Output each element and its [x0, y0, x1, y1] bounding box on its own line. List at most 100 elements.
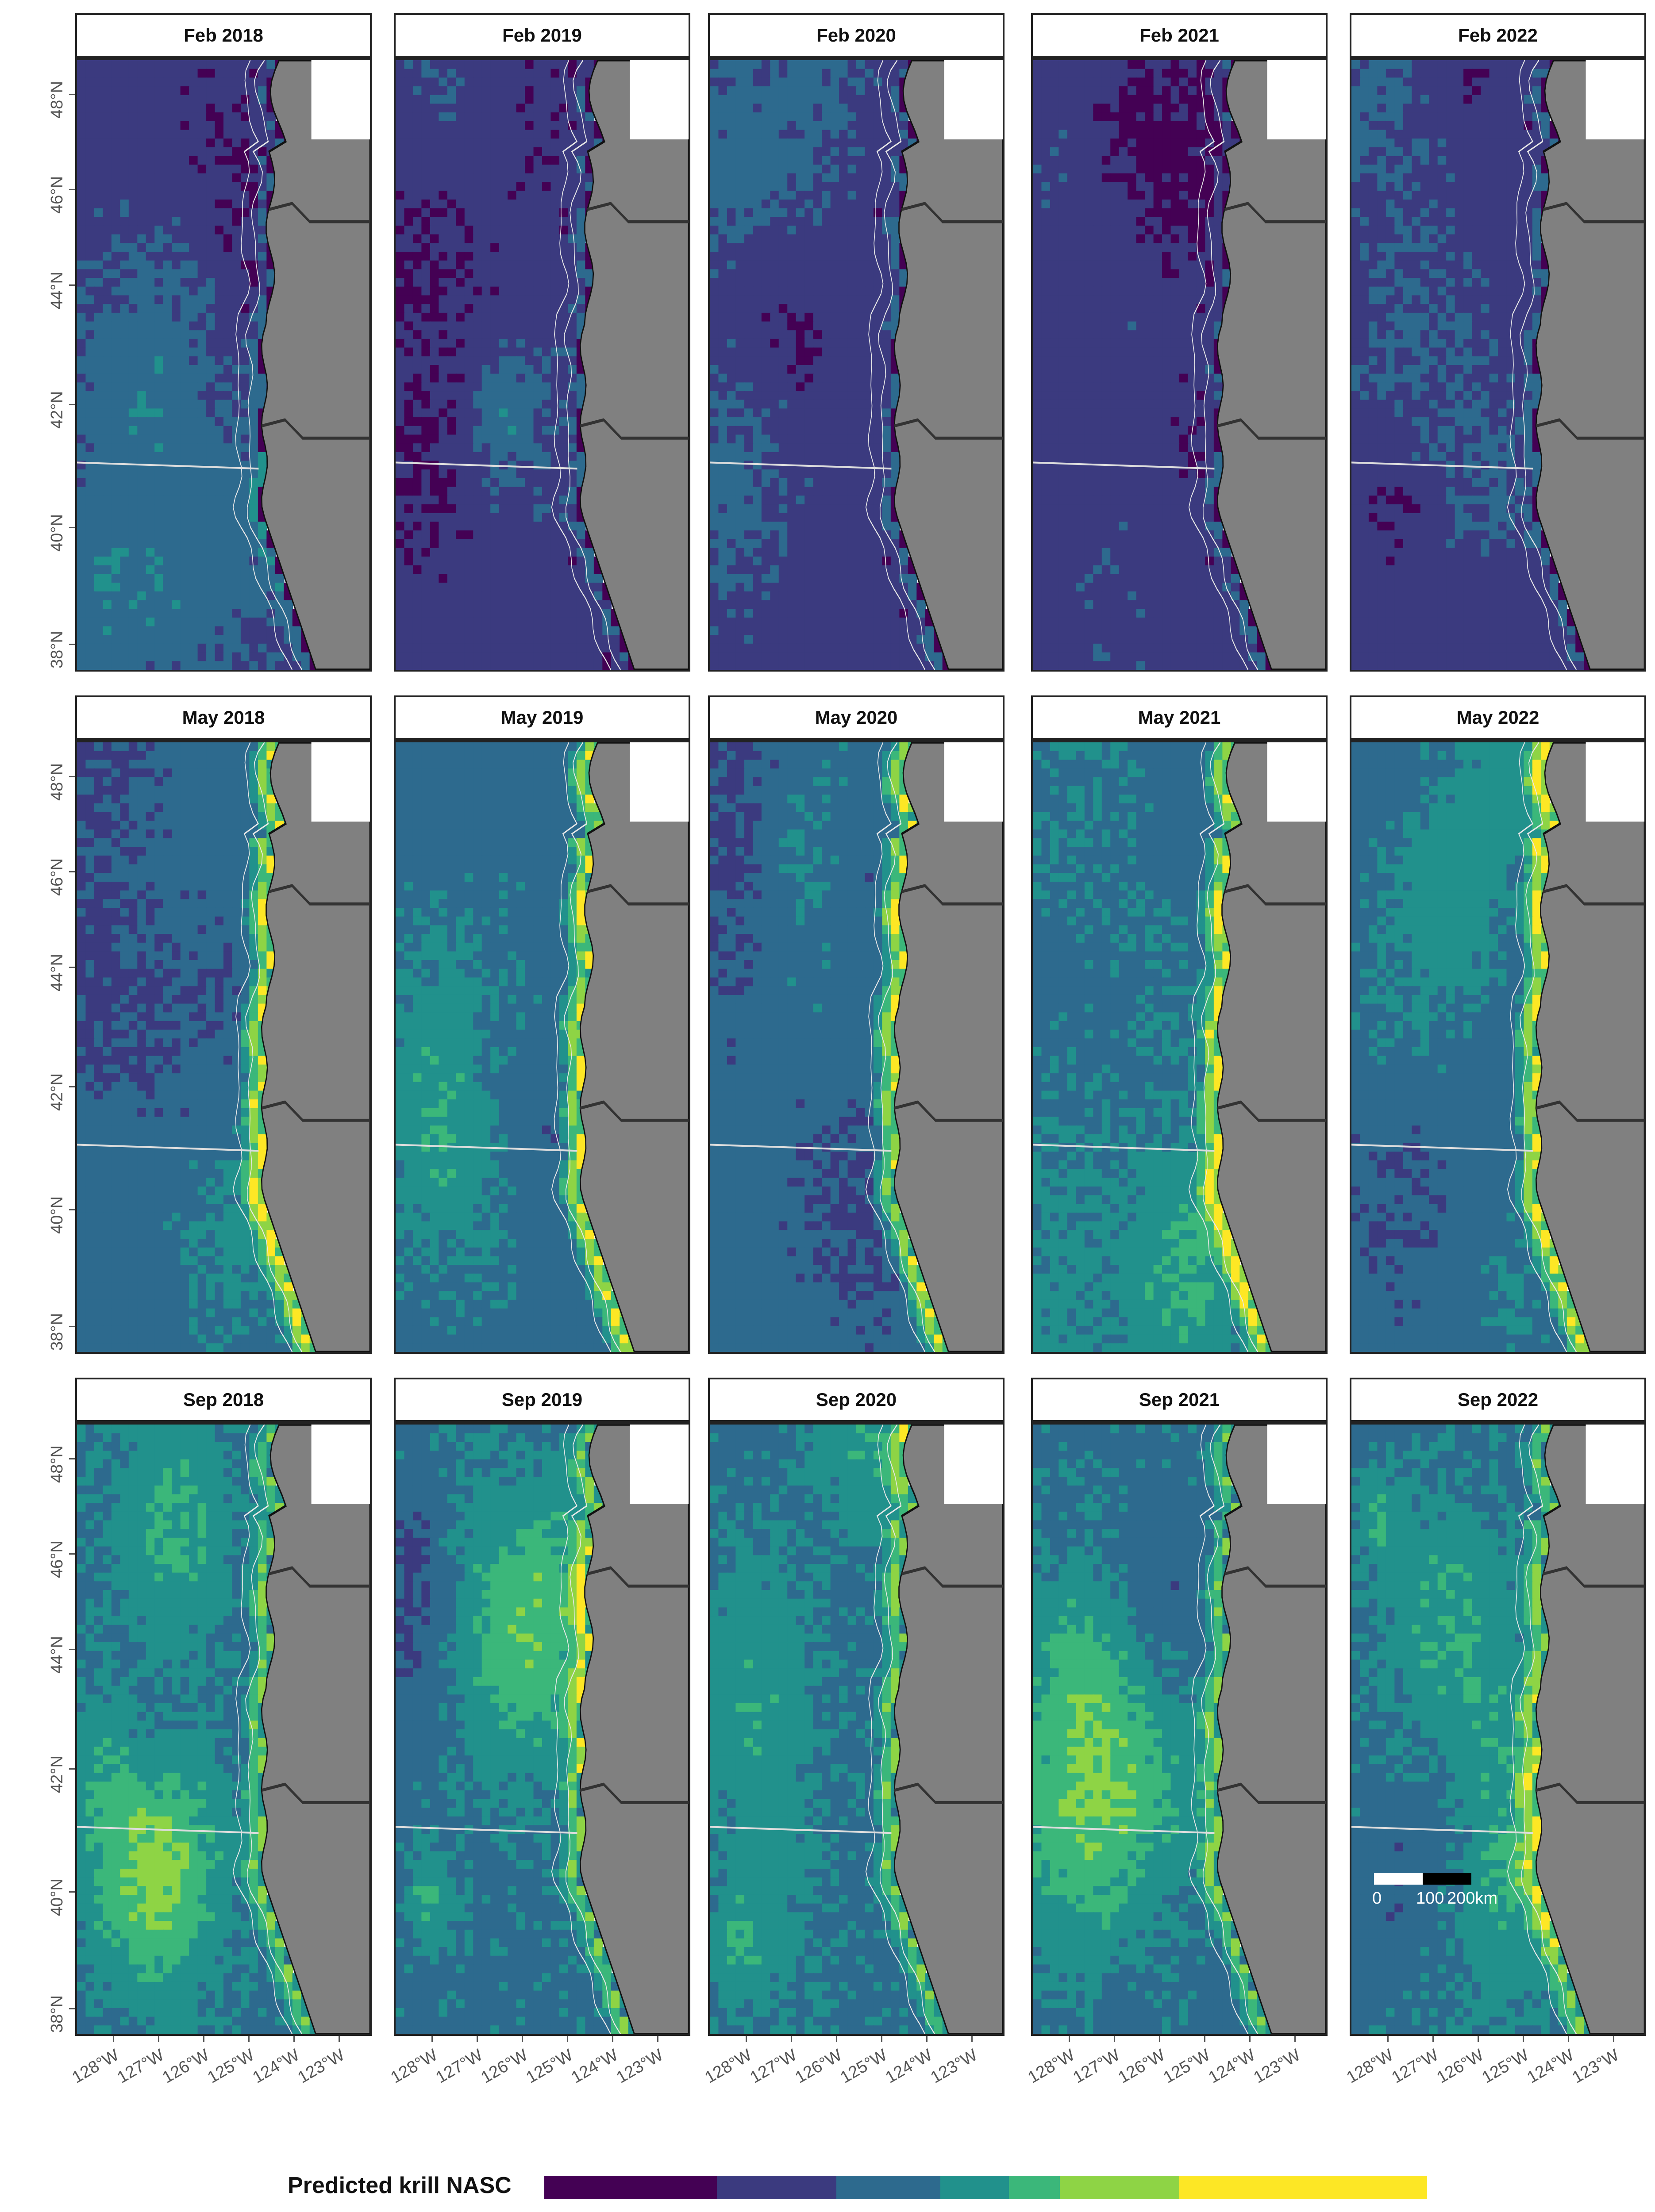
land-mass: [1216, 742, 1326, 1352]
panel-title: May 2022: [1350, 695, 1646, 740]
state-border-or-wa: [901, 884, 1003, 906]
map-area: [75, 740, 372, 1354]
scale-bar-black-segment: [1423, 1873, 1471, 1885]
map-area: [1350, 1422, 1646, 2036]
map-panel-sep-2020: Sep 2020: [708, 1378, 1005, 2036]
state-border-or-wa: [1543, 884, 1644, 906]
nasc-raster: [710, 60, 952, 670]
y-axis-label: 44°N: [48, 954, 67, 991]
land-mass: [579, 742, 689, 1352]
map-panel-feb-2022: Feb 2022: [1350, 13, 1646, 672]
depth-contour: [1188, 742, 1248, 1352]
scale-bar-white-segment: [1374, 1873, 1423, 1885]
inland-water: [1267, 60, 1326, 140]
y-axis-tick: [69, 1553, 75, 1555]
y-axis-tick: [69, 1325, 75, 1327]
x-axis-tick: [1568, 2036, 1569, 2042]
state-border-or-wa: [901, 1566, 1003, 1588]
panel-title: Feb 2020: [708, 13, 1005, 58]
y-axis-tick: [69, 966, 75, 968]
nasc-raster: [396, 1425, 638, 2034]
x-axis-tick: [926, 2036, 928, 2042]
panel-title: May 2019: [394, 695, 690, 740]
map-panel-sep-2022: Sep 2022 0 100 200km: [1350, 1378, 1646, 2036]
krill-nasc-map: [396, 742, 689, 1352]
y-axis-label: 46°N: [48, 177, 67, 214]
x-axis-tick: [293, 2036, 295, 2042]
depth-contour: [878, 1425, 935, 2034]
y-axis-tick: [69, 1209, 75, 1210]
krill-nasc-map: [710, 1425, 1003, 2034]
land-mass: [1216, 60, 1326, 670]
panel-title: Sep 2019: [394, 1378, 690, 1422]
mendocino-line: [1033, 461, 1215, 470]
land-mass: [261, 60, 370, 670]
panel-title: Feb 2019: [394, 13, 690, 58]
krill-nasc-map: [1033, 60, 1326, 670]
depth-contour: [232, 742, 293, 1352]
krill-nasc-map: [77, 1425, 370, 2034]
y-axis-label: 38°N: [48, 631, 67, 668]
state-border-ca-or: [580, 1100, 689, 1122]
krill-nasc-map: [710, 742, 1003, 1352]
state-border-or-wa: [587, 202, 689, 223]
map-area: [708, 58, 1005, 672]
scale-bar-label: 200km: [1447, 1889, 1497, 1908]
y-axis-tick: [69, 526, 75, 528]
y-axis-label: 42°N: [48, 1073, 67, 1111]
y-axis-label: 40°N: [48, 1196, 67, 1234]
state-border-ca-or: [1217, 418, 1326, 440]
state-border-or-wa: [269, 1566, 370, 1588]
legend-title: Predicted krill NASC: [288, 2172, 512, 2199]
state-border-ca-or: [1217, 1782, 1326, 1804]
state-border-ca-or: [580, 418, 689, 440]
panel-title: Feb 2022: [1350, 13, 1646, 58]
land-mass: [261, 742, 370, 1352]
state-border-ca-or: [580, 1782, 689, 1804]
map-panel-sep-2019: Sep 2019: [394, 1378, 690, 2036]
krill-nasc-map: [1351, 1425, 1644, 2034]
x-axis-tick: [746, 2036, 747, 2042]
y-axis-tick: [69, 1768, 75, 1770]
state-border-or-wa: [1224, 1566, 1326, 1588]
state-border-or-wa: [1224, 202, 1326, 223]
map-panel-may-2022: May 2022: [1350, 695, 1646, 1354]
depth-contour: [1507, 60, 1567, 670]
map-panel-may-2019: May 2019: [394, 695, 690, 1354]
krill-nasc-map: [1033, 742, 1326, 1352]
depth-contour: [245, 742, 302, 1352]
colorbar: [544, 2176, 1427, 2199]
inland-water: [944, 60, 1003, 140]
land-mass: [893, 1425, 1003, 2034]
state-border-ca-or: [894, 1100, 1003, 1122]
inland-water: [311, 742, 370, 822]
depth-contour: [865, 742, 925, 1352]
inland-water: [1586, 60, 1644, 140]
x-axis-tick: [477, 2036, 478, 2042]
depth-contour: [1520, 1425, 1577, 2034]
depth-contour: [1188, 1425, 1248, 2034]
state-border-or-wa: [901, 202, 1003, 223]
state-border-or-wa: [587, 1566, 689, 1588]
scale-bar-label: 100: [1416, 1889, 1444, 1908]
mendocino-line: [710, 1826, 892, 1834]
state-border-ca-or: [1217, 1100, 1326, 1122]
inland-water: [1586, 1425, 1644, 1504]
map-panel-sep-2018: Sep 2018: [75, 1378, 372, 2036]
x-axis-tick: [657, 2036, 658, 2042]
mendocino-line: [710, 461, 892, 470]
depth-contour: [865, 1425, 925, 2034]
inland-water: [944, 1425, 1003, 1504]
x-axis-tick: [836, 2036, 837, 2042]
x-axis-tick: [1114, 2036, 1115, 2042]
map-area: [1031, 58, 1328, 672]
x-axis-tick: [431, 2036, 433, 2042]
colorbar-segment: [717, 2176, 836, 2199]
depth-contour: [865, 60, 925, 670]
y-axis-label: 42°N: [48, 1755, 67, 1793]
mendocino-line: [77, 461, 259, 470]
y-axis-label: 46°N: [48, 1541, 67, 1578]
mendocino-line: [1351, 1144, 1533, 1152]
panel-title: Sep 2020: [708, 1378, 1005, 1422]
depth-contour: [551, 742, 611, 1352]
